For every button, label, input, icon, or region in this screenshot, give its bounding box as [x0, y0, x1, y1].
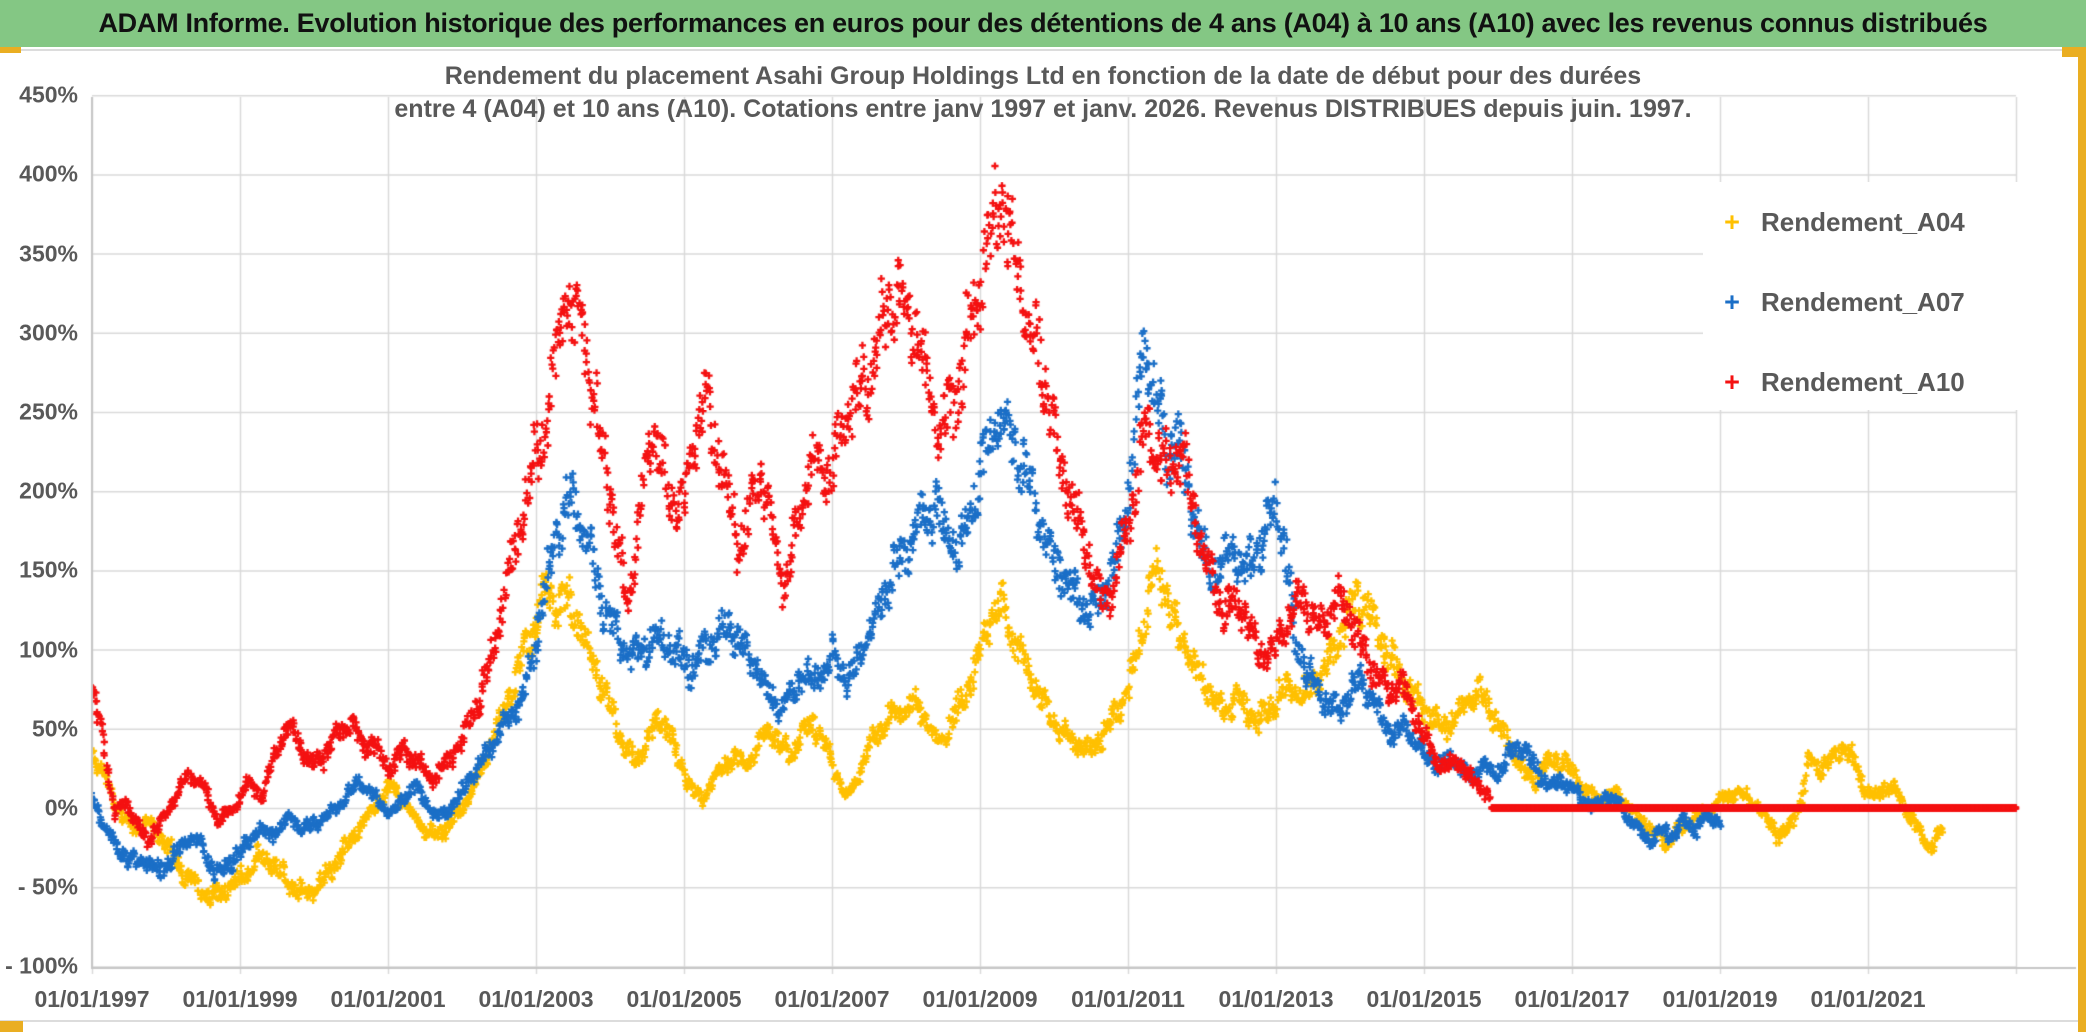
y-tick-label: 50%: [31, 715, 78, 742]
x-tick-label: 01/01/1997: [34, 986, 150, 1012]
x-tick-label: 01/01/2009: [922, 986, 1038, 1012]
x-tick-label: 01/01/2003: [478, 986, 594, 1012]
x-tick-label: 01/01/2021: [1810, 986, 1926, 1012]
chart-title: Rendement du placement Asahi Group Holdi…: [0, 60, 2086, 126]
x-tick-label: 01/01/2007: [774, 986, 890, 1012]
plus-marker-icon: +: [1724, 366, 1740, 397]
plus-marker-icon: +: [1724, 286, 1740, 317]
plus-marker-icon: +: [1724, 206, 1740, 237]
y-tick-label: 450%: [19, 81, 78, 108]
legend-label: Rendement_A04: [1761, 206, 1965, 237]
y-tick-label: 400%: [19, 160, 78, 187]
x-tick-label: 01/01/2017: [1514, 986, 1630, 1012]
y-tick-label: 200%: [19, 477, 78, 504]
chart-title-line1: Rendement du placement Asahi Group Holdi…: [444, 62, 1642, 90]
legend-item-a10: + Rendement_A10: [1703, 362, 2075, 402]
y-tick-label: 350%: [19, 240, 78, 267]
y-tick-label: 100%: [19, 636, 78, 663]
legend-item-a07: + Rendement_A07: [1703, 282, 2075, 322]
x-tick-label: 01/01/2013: [1218, 986, 1334, 1012]
x-tick-label: 01/01/2005: [626, 986, 742, 1012]
y-tick-label: - 50%: [17, 873, 78, 900]
y-tick-label: 0%: [44, 794, 78, 821]
y-tick-label: 300%: [19, 319, 78, 346]
x-tick-label: 01/01/2019: [1662, 986, 1778, 1012]
x-tick-label: 01/01/1999: [182, 986, 298, 1012]
y-tick-label: 150%: [19, 556, 78, 583]
legend-item-a04: + Rendement_A04: [1703, 202, 2075, 242]
x-tick-label: 01/01/2015: [1366, 986, 1482, 1012]
x-tick-label: 01/01/2001: [330, 986, 446, 1012]
legend-label: Rendement_A07: [1761, 286, 1965, 317]
x-tick-label: 01/01/2011: [1071, 986, 1185, 1012]
chart-title-line2: entre 4 (A04) et 10 ans (A10). Cotations…: [394, 95, 1692, 123]
y-tick-label: 250%: [19, 398, 78, 425]
chart-legend: + Rendement_A04 + Rendement_A07 + Rendem…: [1703, 182, 2075, 410]
legend-label: Rendement_A10: [1761, 366, 1965, 397]
y-tick-label: - 100%: [5, 952, 78, 979]
